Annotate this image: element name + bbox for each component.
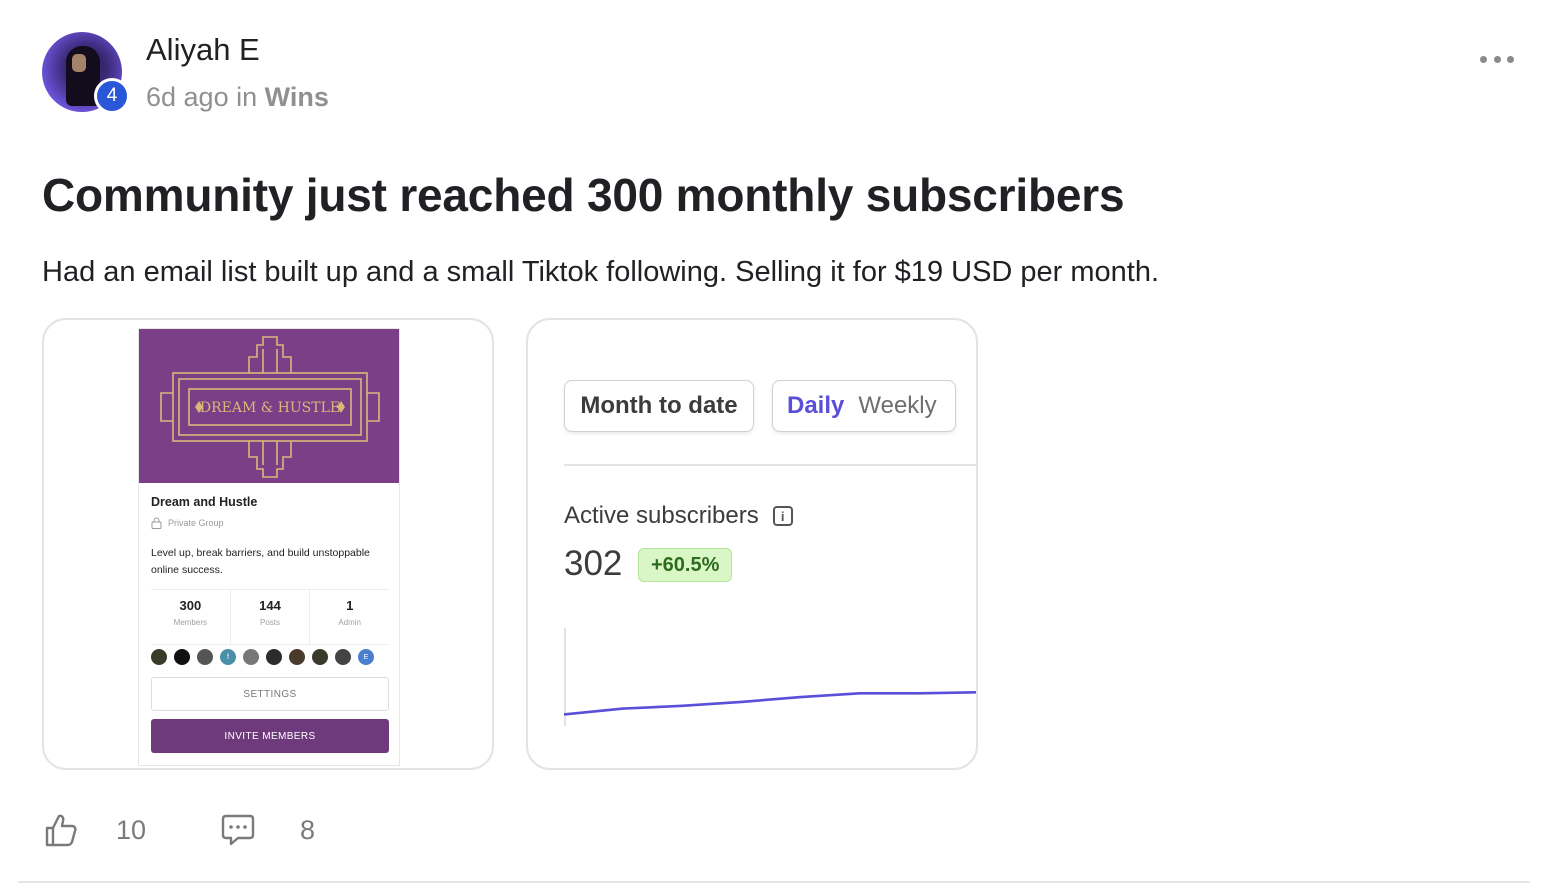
member-avatar: E <box>358 649 374 665</box>
info-icon[interactable]: i <box>772 506 793 526</box>
group-name: Dream and Hustle <box>151 495 258 509</box>
comment-action[interactable]: 8 <box>220 812 315 848</box>
stat-label: Admin <box>338 618 362 627</box>
stat-label: Members <box>173 618 207 627</box>
stat-number: 300 <box>179 598 202 613</box>
member-avatar <box>312 649 328 665</box>
group-preview: DREAM & HUSTLE Dream and Hustle Private … <box>138 328 400 766</box>
metric-label: Active subscribers <box>564 502 759 529</box>
group-banner: DREAM & HUSTLE <box>139 329 399 483</box>
divider <box>564 464 976 466</box>
metric-value: 302 <box>564 544 623 583</box>
privacy-label: Private Group <box>168 518 224 528</box>
post-meta: 6d ago in Wins <box>146 82 329 113</box>
lock-icon <box>151 517 162 529</box>
time-ago: 6d ago <box>146 82 229 112</box>
stat-members: 300 Members <box>151 590 231 644</box>
member-avatar <box>335 649 351 665</box>
stat-label: Posts <box>260 618 281 627</box>
member-avatar <box>174 649 190 665</box>
banner-text: DREAM & HUSTLE <box>200 400 340 416</box>
attachment-image-group[interactable]: DREAM & HUSTLE Dream and Hustle Private … <box>42 318 494 770</box>
range-selector[interactable]: Month to date <box>564 380 754 432</box>
level-badge: 4 <box>94 78 130 114</box>
metric-label-row: Active subscribers i <box>564 502 793 530</box>
member-avatar <box>243 649 259 665</box>
banner-ornament: DREAM & HUSTLE <box>160 336 380 478</box>
member-avatar <box>151 649 167 665</box>
author-avatar[interactable] <box>42 32 122 112</box>
member-avatars: f E <box>151 649 374 665</box>
more-options-icon[interactable] <box>1480 52 1514 66</box>
member-avatar: f <box>220 649 236 665</box>
group-stats: 300 Members 144 Posts 1 Admin <box>151 589 389 645</box>
period-toggle: Daily Weekly <box>772 380 956 432</box>
comment-count: 8 <box>300 814 316 845</box>
post-header: 4 Aliyah E 6d ago in Wins <box>42 32 1522 114</box>
member-avatar <box>266 649 282 665</box>
subscribers-line-chart <box>564 628 976 726</box>
invite-members-button[interactable]: INVITE MEMBERS <box>151 719 389 753</box>
period-weekly[interactable]: Weekly <box>858 392 937 419</box>
thumbs-up-icon[interactable] <box>44 812 78 848</box>
category-link[interactable]: Wins <box>264 82 329 112</box>
bottom-divider <box>18 881 1530 883</box>
stat-admin: 1 Admin <box>310 590 389 644</box>
stat-number: 1 <box>346 598 354 613</box>
settings-button[interactable]: SETTINGS <box>151 677 389 711</box>
group-privacy: Private Group <box>151 517 224 529</box>
post-title: Community just reached 300 monthly subsc… <box>42 169 1125 221</box>
series-line <box>564 691 976 716</box>
post-body: Had an email list built up and a small T… <box>42 256 1160 288</box>
comment-icon[interactable] <box>220 812 256 848</box>
attachment-image-stats[interactable]: Month to date Daily Weekly Active subscr… <box>526 318 978 770</box>
stat-posts: 144 Posts <box>231 590 311 644</box>
like-count: 10 <box>116 814 147 845</box>
like-action[interactable]: 10 <box>44 812 146 848</box>
member-avatar <box>289 649 305 665</box>
period-daily[interactable]: Daily <box>787 392 845 419</box>
author-name[interactable]: Aliyah E <box>146 32 260 67</box>
member-avatar <box>197 649 213 665</box>
in-word: in <box>236 82 258 112</box>
group-description: Level up, break barriers, and build unst… <box>151 547 370 576</box>
metric-delta-badge: +60.5% <box>638 548 733 582</box>
stat-number: 144 <box>259 598 281 613</box>
